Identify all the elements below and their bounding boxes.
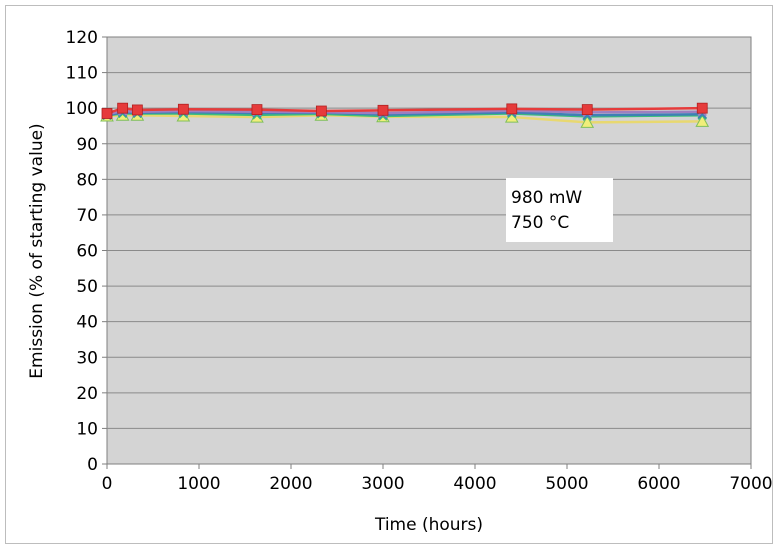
y-tick-label: 50 bbox=[76, 277, 98, 297]
y-tick-label: 100 bbox=[66, 99, 98, 119]
y-tick-label: 90 bbox=[76, 135, 98, 155]
x-axis-label: Time (hours) bbox=[374, 515, 483, 535]
y-tick-label: 80 bbox=[76, 170, 98, 190]
series-5-point bbox=[695, 114, 710, 127]
series-1-point bbox=[696, 102, 708, 114]
x-tick-label: 2000 bbox=[269, 474, 312, 494]
x-tick-label: 7000 bbox=[729, 474, 772, 494]
y-tick-label: 0 bbox=[87, 455, 98, 475]
series-1-point bbox=[117, 102, 129, 114]
y-tick-label: 60 bbox=[76, 242, 98, 262]
series-1-point bbox=[131, 104, 143, 116]
series-5-point bbox=[580, 115, 595, 128]
series-1-point bbox=[377, 104, 389, 116]
annotation-line1: 980 mW bbox=[511, 188, 582, 208]
x-tick-label: 6000 bbox=[637, 474, 680, 494]
series-2-line bbox=[106, 109, 703, 116]
series-1-point bbox=[177, 103, 189, 115]
y-tick-label: 110 bbox=[66, 64, 98, 84]
x-tick-label: 1000 bbox=[177, 474, 220, 494]
x-tick-label: 5000 bbox=[545, 474, 588, 494]
emission-chart: 0 10 20 30 40 50 60 70 80 90 100 110 120 0 1000 2000 30… bbox=[27, 28, 773, 535]
y-tick-label: 120 bbox=[66, 28, 98, 48]
chart-frame: 0 10 20 30 40 50 60 70 80 90 100 110 120 0 1000 2000 30… bbox=[5, 5, 773, 544]
x-tick-label: 0 bbox=[102, 474, 113, 494]
series-5-line bbox=[106, 114, 703, 124]
series-group bbox=[100, 102, 710, 128]
y-tick-label: 10 bbox=[76, 419, 98, 439]
y-tick-label: 20 bbox=[76, 384, 98, 404]
annotation-box bbox=[506, 178, 613, 242]
x-tick-label: 4000 bbox=[453, 474, 496, 494]
series-1-point bbox=[315, 105, 327, 117]
x-tick-label: 3000 bbox=[361, 474, 404, 494]
series-1-point bbox=[581, 104, 593, 115]
x-axis-ticks: 0 1000 2000 3000 4000 5000 6000 7000 bbox=[102, 464, 773, 494]
y-tick-label: 30 bbox=[76, 348, 98, 368]
series-1-point bbox=[101, 108, 113, 119]
series-1-point bbox=[506, 103, 518, 115]
series-1-point bbox=[251, 104, 263, 115]
y-axis-ticks: 0 10 20 30 40 50 60 70 80 90 100 110 120 bbox=[66, 28, 107, 475]
series-1-line bbox=[106, 106, 703, 115]
y-axis-label: Emission (% of starting value) bbox=[27, 123, 47, 378]
y-tick-label: 40 bbox=[76, 313, 98, 333]
annotation-line2: 750 °C bbox=[511, 213, 569, 233]
y-tick-label: 70 bbox=[76, 206, 98, 226]
